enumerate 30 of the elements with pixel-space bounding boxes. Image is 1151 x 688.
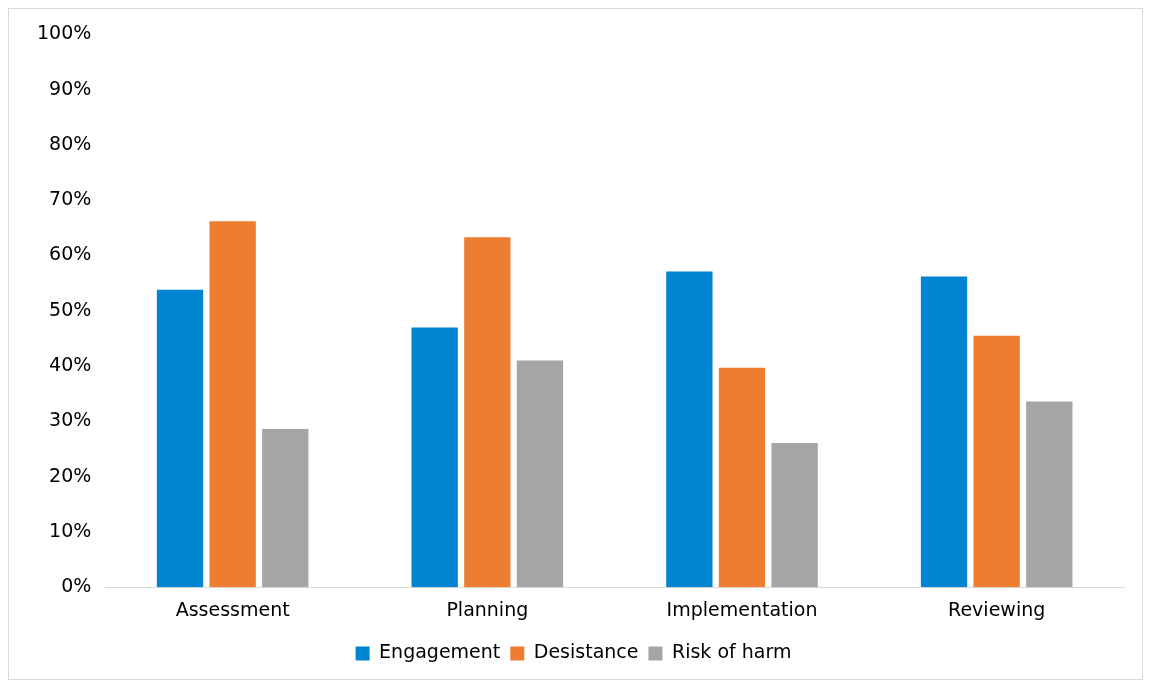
bar bbox=[156, 289, 204, 588]
legend-label: Risk of harm bbox=[671, 640, 792, 663]
x-tick-label: Assessment bbox=[175, 597, 290, 620]
x-tick-label: Implementation bbox=[666, 597, 818, 620]
legend-label: Engagement bbox=[379, 640, 501, 663]
bar bbox=[262, 429, 309, 588]
bar bbox=[718, 367, 766, 588]
bar bbox=[516, 360, 564, 588]
y-tick-label: 80% bbox=[49, 131, 92, 154]
y-tick-label: 40% bbox=[49, 353, 92, 376]
y-tick-label: 60% bbox=[49, 242, 92, 265]
y-tick-label: 90% bbox=[49, 76, 92, 99]
y-tick-label: 20% bbox=[49, 463, 92, 486]
bar bbox=[920, 276, 968, 588]
x-tick-label: Planning bbox=[446, 597, 529, 620]
y-tick-label: 70% bbox=[49, 187, 92, 210]
y-tick-label: 100% bbox=[36, 21, 92, 44]
bar bbox=[464, 237, 511, 588]
x-tick-label: Reviewing bbox=[948, 597, 1046, 620]
bar bbox=[666, 271, 713, 588]
y-tick-label: 30% bbox=[49, 408, 92, 431]
bar bbox=[1026, 401, 1073, 588]
bar bbox=[771, 442, 818, 588]
y-tick-label: 50% bbox=[49, 297, 92, 320]
legend-label: Desistance bbox=[533, 640, 639, 663]
y-tick-label: 10% bbox=[49, 518, 92, 541]
bar bbox=[209, 221, 256, 588]
bar bbox=[973, 335, 1020, 588]
bar bbox=[411, 327, 458, 588]
y-tick-label: 0% bbox=[61, 574, 92, 597]
